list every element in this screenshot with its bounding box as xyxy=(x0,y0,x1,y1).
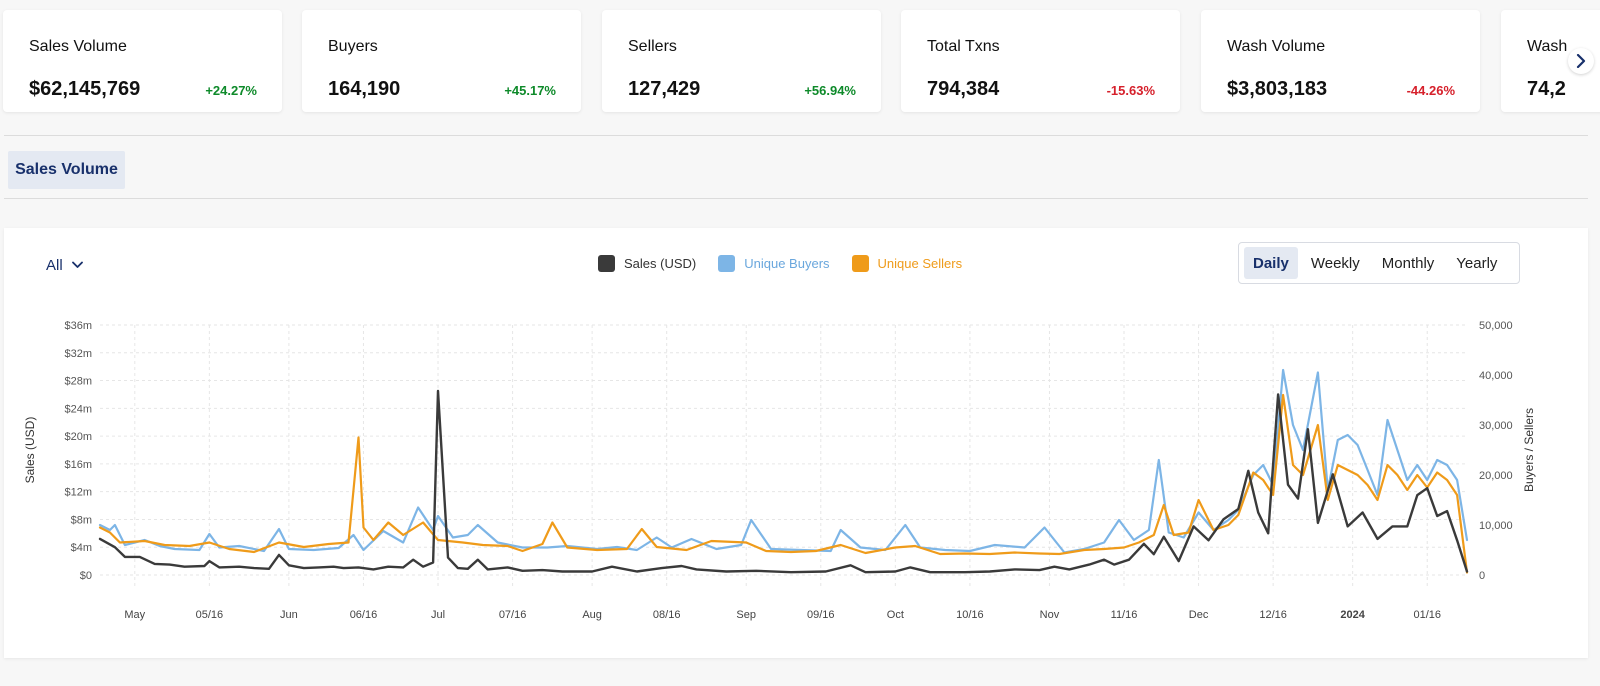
chevron-right-icon xyxy=(1576,54,1586,68)
chart-panel: $0 $4m $8m $12m $16m $20m $24m $28m $32m $36m 0 10,… xyxy=(4,228,1588,658)
x-tick: Aug xyxy=(582,609,602,621)
y-tick-right: 0 xyxy=(1479,570,1485,582)
series-line-sales-usd xyxy=(98,389,1469,574)
x-tick: Jul xyxy=(431,609,445,621)
y-tick-left: $32m xyxy=(64,348,92,360)
y-axis-label-right: Buyers / Sellers xyxy=(1522,408,1536,492)
y-tick-left: $20m xyxy=(64,431,92,443)
stat-label: Wash Volume xyxy=(1227,38,1326,55)
y-tick-left: $4m xyxy=(71,542,92,554)
legend-item-sellers[interactable]: Unique Sellers xyxy=(851,255,963,272)
stat-card-sellers[interactable]: Sellers 127,429 +56.94% xyxy=(602,10,881,112)
stat-label: Sellers xyxy=(628,38,677,55)
legend-label: Unique Sellers xyxy=(877,256,963,271)
x-tick: 12/16 xyxy=(1259,609,1287,621)
sales-chart: $0 $4m $8m $12m $16m $20m $24m $28m $32m $36m 0 10,… xyxy=(23,320,1536,621)
period-daily-button[interactable]: Daily xyxy=(1244,247,1298,279)
x-tick: Sep xyxy=(736,609,756,621)
legend-label: Sales (USD) xyxy=(624,256,697,271)
x-tick: 09/16 xyxy=(807,609,835,621)
y-tick-left: $24m xyxy=(64,403,92,415)
legend-item-sales[interactable]: Sales (USD) xyxy=(598,255,696,272)
x-tick: 07/16 xyxy=(499,609,527,621)
y-tick-left: $36m xyxy=(64,320,92,332)
legend-label: Unique Buyers xyxy=(744,256,830,271)
stat-label: Wash xyxy=(1527,38,1568,55)
y-tick-right: 30,000 xyxy=(1479,420,1513,432)
stat-change: +56.94% xyxy=(804,83,856,98)
y-tick-left: $8m xyxy=(71,514,92,526)
y-tick-right: 40,000 xyxy=(1479,370,1513,382)
chevron-down-icon xyxy=(71,261,83,268)
x-tick: Oct xyxy=(887,609,904,621)
stat-change: -44.26% xyxy=(1406,83,1455,98)
legend-swatch-sales xyxy=(598,255,615,272)
x-tick: 08/16 xyxy=(653,609,681,621)
stat-change: +24.27% xyxy=(205,83,257,98)
x-tick: Dec xyxy=(1189,609,1209,621)
stat-label: Total Txns xyxy=(927,38,1000,55)
divider xyxy=(4,135,1588,136)
tab-sales-volume[interactable]: Sales Volume xyxy=(8,151,125,189)
y-tick-left: $28m xyxy=(64,376,92,388)
x-tick: 10/16 xyxy=(956,609,984,621)
period-yearly-button[interactable]: Yearly xyxy=(1447,247,1506,279)
stat-value: $3,803,183 xyxy=(1227,78,1328,100)
period-weekly-button[interactable]: Weekly xyxy=(1302,247,1369,279)
stat-value: 127,429 xyxy=(628,78,701,100)
x-tick: Nov xyxy=(1040,609,1060,621)
chart-legend: Sales (USD) Unique Buyers Unique Sellers xyxy=(598,255,962,272)
cards-next-button[interactable] xyxy=(1568,48,1594,74)
stat-value: 74,2 xyxy=(1527,78,1566,100)
stat-change: +45.17% xyxy=(504,83,556,98)
series-line-unique-sellers xyxy=(98,393,1469,574)
stat-label: Sales Volume xyxy=(29,38,127,55)
y-tick-right: 50,000 xyxy=(1479,320,1513,332)
y-axis-label-left: Sales (USD) xyxy=(23,417,37,484)
stat-value: $62,145,769 xyxy=(29,78,141,100)
filter-label: All xyxy=(46,256,63,274)
stat-card-sales-volume[interactable]: Sales Volume $62,145,769 +24.27% xyxy=(3,10,282,112)
y-tick-left: $0 xyxy=(80,570,92,582)
series-line-unique-buyers xyxy=(98,368,1469,554)
filter-dropdown[interactable]: All xyxy=(46,254,83,276)
period-toggle: Daily Weekly Monthly Yearly xyxy=(1238,242,1520,284)
stat-label: Buyers xyxy=(328,38,378,55)
legend-item-buyers[interactable]: Unique Buyers xyxy=(718,255,830,272)
y-tick-left: $12m xyxy=(64,487,92,499)
y-tick-right: 10,000 xyxy=(1479,520,1513,532)
summary-cards: Sales Volume $62,145,769 +24.27% Buyers … xyxy=(0,0,1600,130)
x-tick: 05/16 xyxy=(196,609,224,621)
divider xyxy=(4,198,1588,199)
y-tick-left: $16m xyxy=(64,459,92,471)
stat-card-wash-volume[interactable]: Wash Volume $3,803,183 -44.26% xyxy=(1201,10,1480,112)
legend-swatch-sellers xyxy=(851,255,869,272)
legend-swatch-buyers xyxy=(718,255,736,272)
x-tick: May xyxy=(124,609,145,621)
stat-change: -15.63% xyxy=(1106,83,1155,98)
x-tick: 01/16 xyxy=(1413,609,1441,621)
x-tick: Jun xyxy=(280,609,298,621)
x-tick: 06/16 xyxy=(350,609,378,621)
period-monthly-button[interactable]: Monthly xyxy=(1373,247,1444,279)
stat-value: 794,384 xyxy=(927,78,1000,100)
x-tick: 11/16 xyxy=(1111,609,1138,621)
stat-value: 164,190 xyxy=(328,78,401,100)
stat-card-total-txns[interactable]: Total Txns 794,384 -15.63% xyxy=(901,10,1180,112)
x-tick: 2024 xyxy=(1340,609,1365,621)
y-tick-right: 20,000 xyxy=(1479,470,1513,482)
stat-card-buyers[interactable]: Buyers 164,190 +45.17% xyxy=(302,10,581,112)
